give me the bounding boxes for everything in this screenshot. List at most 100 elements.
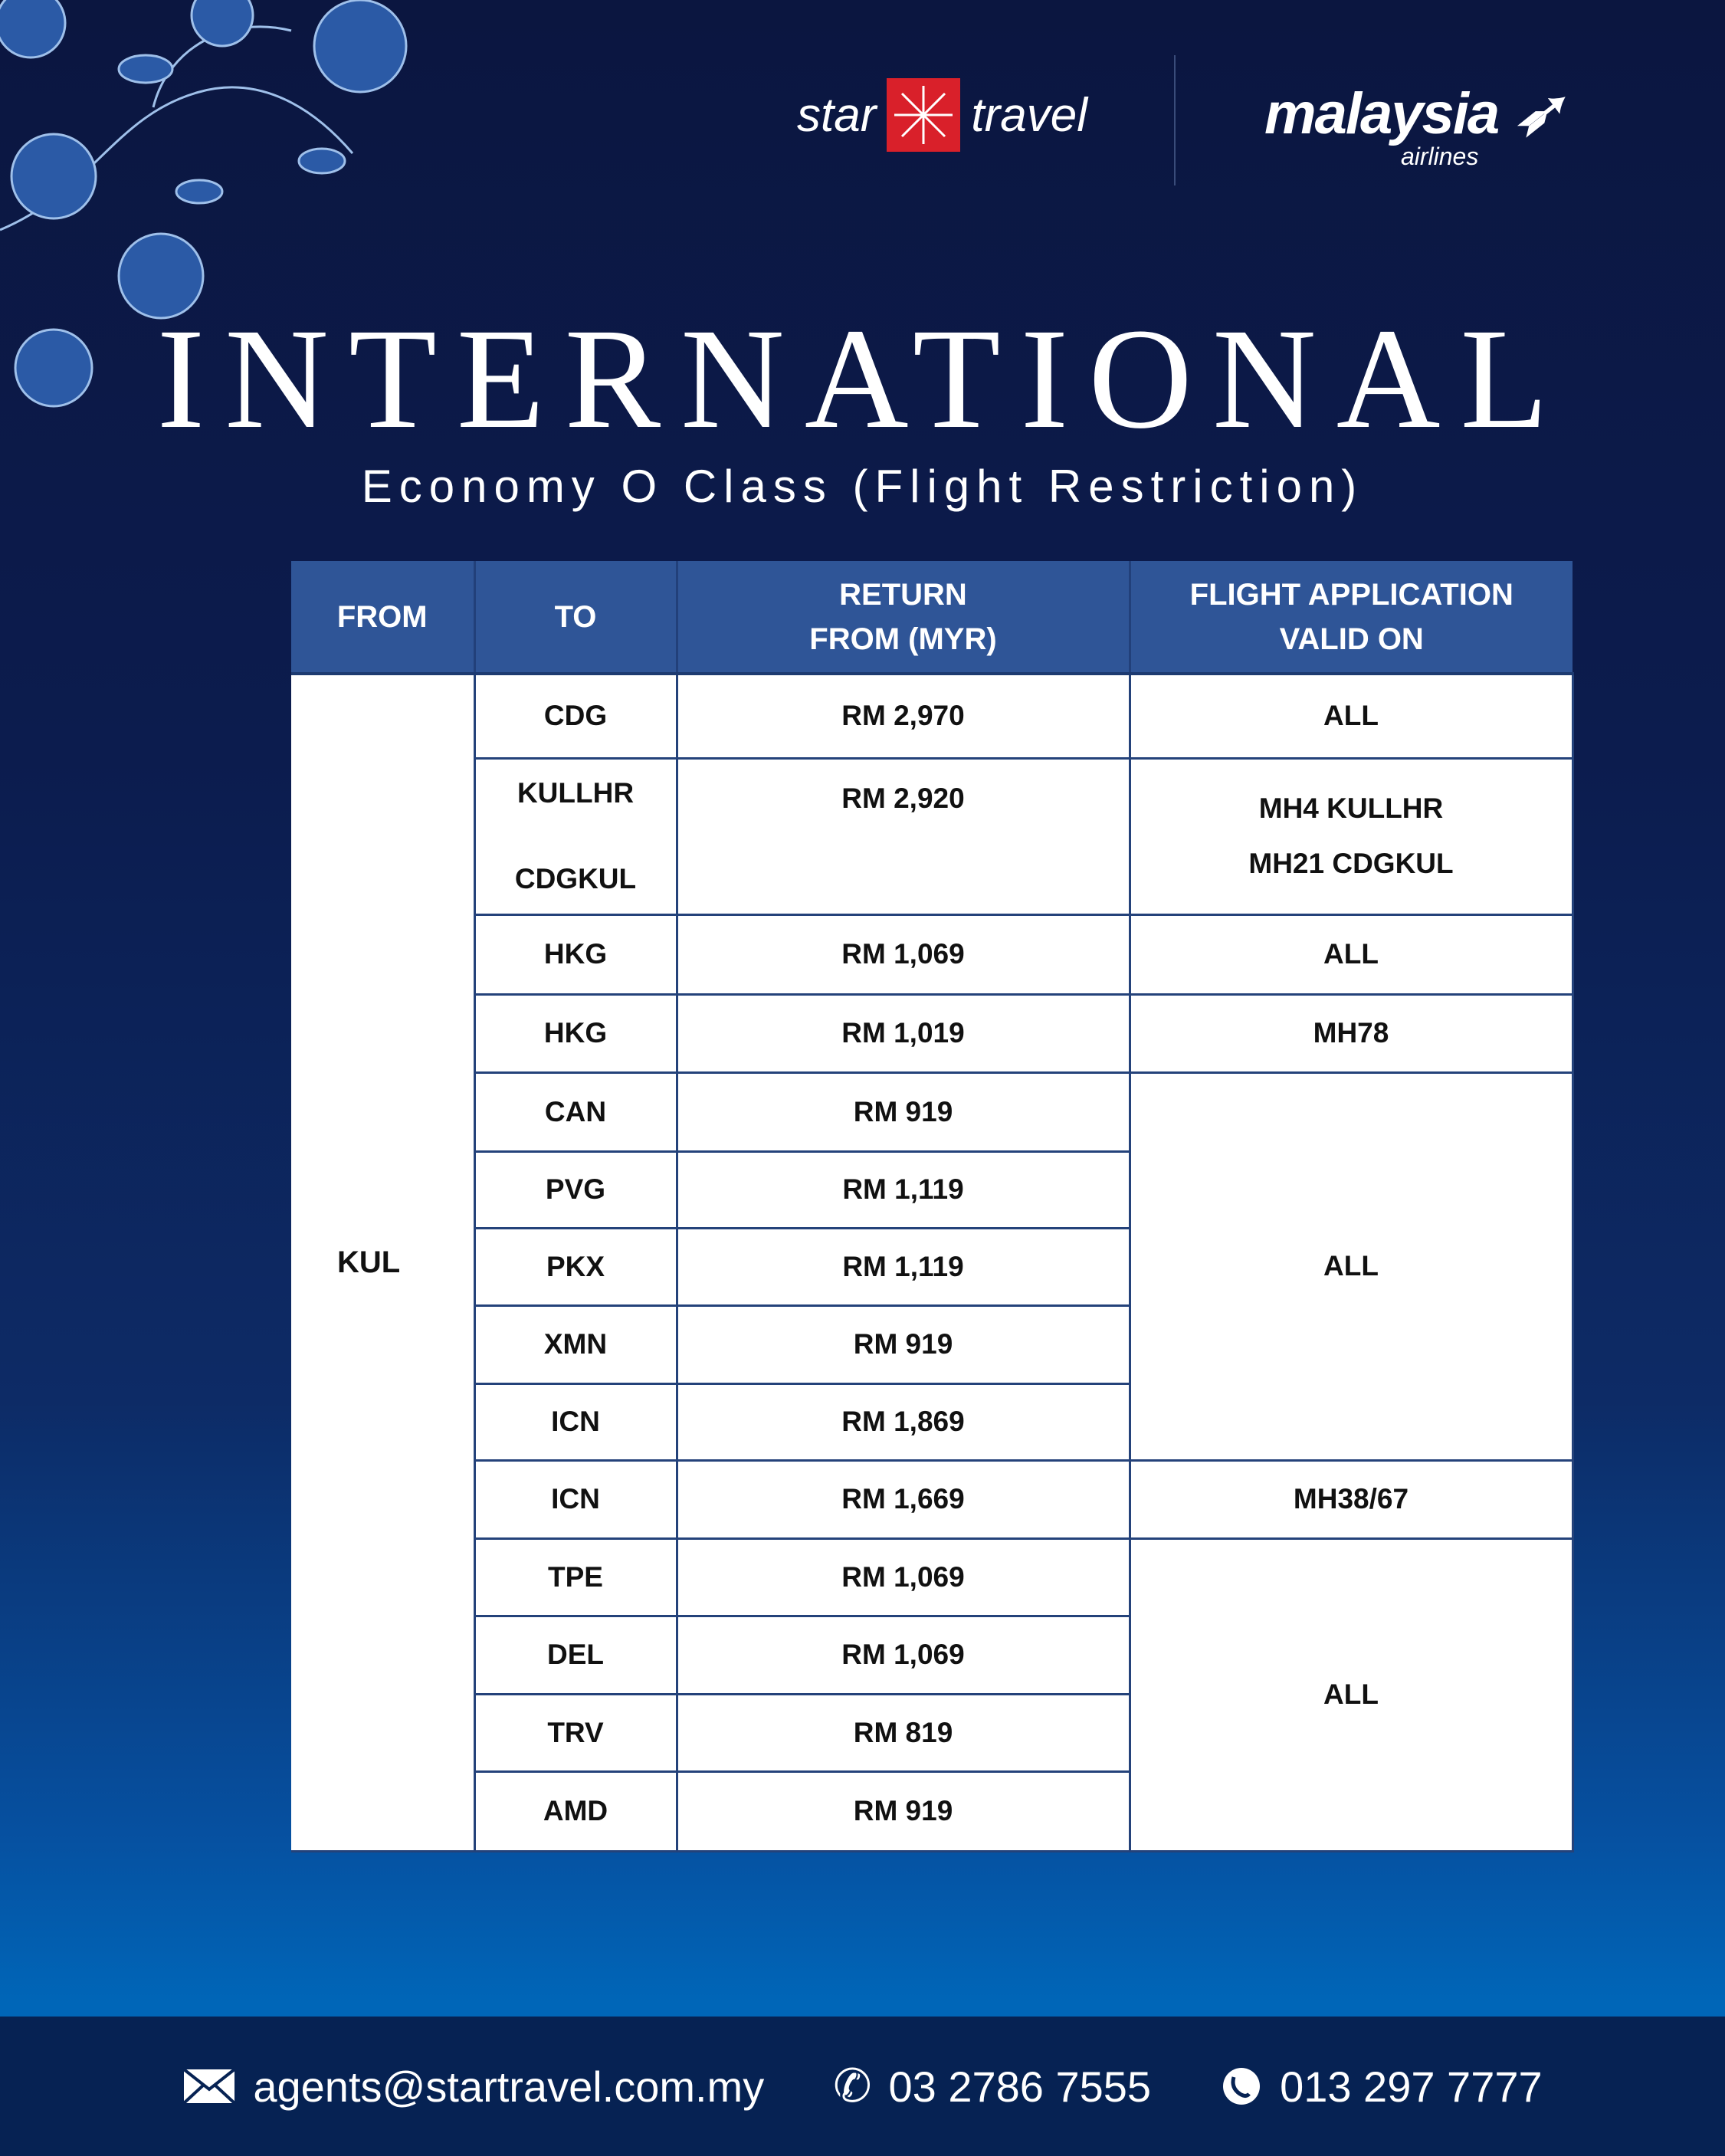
to-cell: KULLHR CDGKUL (473, 756, 678, 916)
table-row: HKG RM 1,069 ALL (291, 913, 1574, 996)
valid-cell: MH78 (1128, 993, 1574, 1074)
envelope-icon (183, 2068, 236, 2105)
to-code: PVG (545, 1173, 606, 1205)
price-cell: RM 1,069 (675, 1537, 1131, 1617)
to-cell: AMD (473, 1770, 678, 1852)
to-code: DEL (547, 1639, 604, 1670)
to-cell: ICN (473, 1459, 678, 1540)
to-cell: HKG (473, 913, 678, 996)
phone-contact[interactable]: ✆ 03 2786 7555 (833, 2059, 1151, 2113)
price-cell: RM 1,119 (675, 1150, 1131, 1229)
whatsapp-text: 013 297 7777 (1280, 2062, 1543, 2111)
valid-text: ALL (1323, 1679, 1379, 1710)
whatsapp-contact[interactable]: 013 297 7777 (1220, 2062, 1543, 2112)
kite-icon: ➶ (1513, 78, 1564, 146)
valid-cell: MH38/67 (1128, 1459, 1574, 1540)
table-row: PVG RM 1,119 (291, 1150, 1573, 1229)
valid-cell: ALL (1128, 1537, 1574, 1852)
to-cell: TPE (473, 1537, 678, 1617)
floral-decoration (0, 0, 408, 408)
header-valid-on: FLIGHT APPLICATION VALID ON (1128, 561, 1573, 675)
malaysia-airlines-logo: malaysia ➶ airlines (1264, 77, 1564, 170)
email-contact[interactable]: agents@startravel.com.my (182, 2062, 764, 2112)
to-code: TRV (547, 1716, 604, 1748)
valid-text: ALL (1323, 938, 1379, 970)
table-row: TPE RM 1,069 ALL (291, 1537, 1574, 1852)
phone-text: 03 2786 7555 (888, 2062, 1152, 2111)
table-row: ICN RM 1,669 MH38/67 (291, 1459, 1574, 1540)
to-cell: ICN (473, 1382, 678, 1462)
to-cell: TRV (473, 1692, 678, 1773)
price-cell: RM 919 (675, 1770, 1131, 1852)
price-cell: RM 1,869 (675, 1382, 1131, 1462)
to-code: CDG (543, 700, 608, 732)
logo-text-travel: travel (971, 88, 1087, 142)
valid-cell: ALL (1128, 1071, 1574, 1462)
valid-text: ALL (1323, 1250, 1379, 1281)
table-row: HKG RM 1,019 MH78 (291, 993, 1574, 1074)
to-code: HKG (543, 938, 608, 970)
phone-icon: ✆ (833, 2060, 872, 2112)
to-code: TPE (548, 1560, 603, 1593)
logo-divider (1174, 55, 1176, 185)
to-code: AMD (543, 1795, 608, 1826)
valid-text: MH38/67 (1293, 1483, 1409, 1514)
valid-text: ALL (1323, 700, 1379, 732)
to-cell: PVG (473, 1150, 678, 1229)
page-subtitle: Economy O Class (Flight Restriction) (361, 461, 1364, 512)
table-header: FROM TO RETURN FROM (MYR) FLIGHT APPLICA… (291, 561, 1573, 675)
price-cell: RM 1,069 (675, 913, 1131, 996)
header-from: FROM (291, 561, 474, 675)
table-row: PKX RM 1,119 (291, 1226, 1573, 1307)
price-cell: RM 919 (675, 1071, 1131, 1153)
email-text: agents@startravel.com.my (253, 2062, 765, 2111)
table-row: ICN RM 1,869 (291, 1382, 1573, 1462)
price-cell: RM 819 (675, 1692, 1131, 1773)
logo-text-airlines: airlines (1400, 143, 1479, 170)
page-title: INTERNATIONAL (156, 298, 1569, 458)
table-row: DEL RM 1,069 (291, 1614, 1573, 1695)
to-cell: HKG (473, 993, 678, 1074)
header-to: TO (473, 561, 677, 675)
to-cell: CAN (473, 1071, 678, 1153)
table-row: KULLHR CDGKUL RM 2,920 MH4 KULLHR MH21 CDGKU… (291, 756, 1574, 916)
table-row: AMD RM 919 (291, 1770, 1573, 1852)
price-cell: RM 1,119 (675, 1226, 1131, 1307)
logo-text-star: star (797, 88, 877, 142)
table-row: CAN RM 919 ALL (291, 1071, 1574, 1462)
price-cell: RM 1,069 (675, 1614, 1131, 1695)
from-cell: KUL (291, 672, 476, 1852)
to-code: CAN (544, 1095, 607, 1127)
valid-text: MH21 CDGKUL (1248, 848, 1454, 879)
to-code: KULLHR (517, 777, 635, 809)
to-code: PKX (546, 1250, 605, 1282)
footer: agents@startravel.com.my ✆ 03 2786 7555 … (0, 2017, 1725, 2156)
logo-text-malaysia: malaysia (1264, 81, 1500, 146)
to-cell: DEL (473, 1614, 678, 1695)
table-row: TRV RM 819 (291, 1692, 1573, 1773)
star-icon (887, 78, 961, 152)
price-cell: RM 1,669 (675, 1459, 1131, 1540)
to-cell: CDG (473, 672, 678, 760)
price-cell: RM 1,019 (675, 993, 1131, 1074)
to-cell: XMN (473, 1304, 678, 1385)
table-row: XMN RM 919 (291, 1304, 1573, 1385)
valid-cell: MH4 KULLHR MH21 CDGKUL (1128, 756, 1574, 916)
valid-text: MH4 KULLHR (1258, 793, 1444, 824)
to-code: CDGKUL (514, 863, 637, 894)
valid-text: MH78 (1313, 1017, 1389, 1048)
to-code: ICN (551, 1406, 600, 1437)
fare-table: FROM TO RETURN FROM (MYR) FLIGHT APPLICA… (291, 561, 1574, 1852)
valid-cell: ALL (1128, 913, 1574, 996)
to-code: HKG (543, 1017, 608, 1048)
price-cell: RM 2,970 (675, 672, 1131, 760)
price-cell: RM 2,920 (675, 756, 1131, 916)
to-cell: PKX (473, 1226, 678, 1307)
price-cell: RM 919 (675, 1304, 1131, 1385)
header-return-from: RETURN FROM (MYR) (675, 561, 1130, 675)
to-code: XMN (543, 1328, 608, 1360)
whatsapp-icon (1223, 2068, 1261, 2105)
valid-cell: ALL (1128, 672, 1574, 760)
to-code: ICN (551, 1483, 600, 1514)
star-travel-logo: star travel (797, 77, 1087, 153)
